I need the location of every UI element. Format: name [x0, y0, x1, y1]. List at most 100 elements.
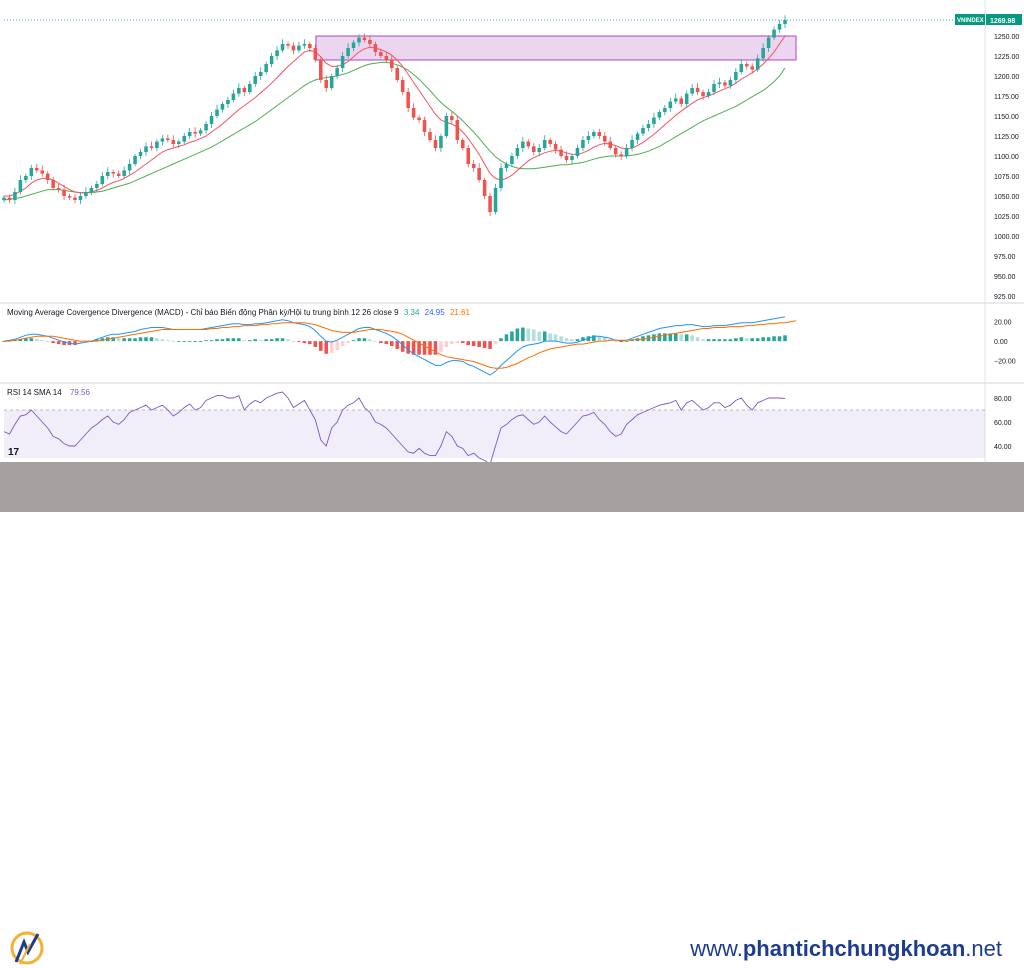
candle-body [193, 132, 197, 134]
macd-histogram-bar [553, 334, 558, 342]
candle-body [444, 116, 449, 136]
candle-body [559, 149, 563, 156]
macd-histogram-bar [215, 339, 219, 342]
candle-body [242, 88, 247, 92]
macd-histogram-bar [171, 341, 176, 342]
candle-body [455, 120, 460, 140]
macd-histogram-bar [690, 335, 694, 342]
macd-histogram-bar [772, 336, 776, 342]
macd-histogram-bar [291, 341, 296, 342]
macd-histogram-bar [24, 338, 28, 342]
candle-body [258, 72, 263, 76]
macd-histogram-bar [417, 341, 421, 355]
price-tick-label: 1075.00 [994, 174, 1019, 181]
macd-histogram-bar [695, 337, 700, 342]
candle-body [275, 50, 279, 56]
candle-body [450, 116, 454, 120]
candle-body [635, 133, 640, 140]
macd-histogram-bar [133, 338, 137, 342]
macd-histogram-bar [29, 338, 34, 342]
candle-body [51, 180, 55, 188]
macd-tick-label: 20.00 [994, 320, 1012, 327]
macd-histogram-bar [346, 341, 350, 344]
candle-body [269, 56, 274, 64]
rsi-title: RSI 14 SMA 14 [7, 388, 62, 397]
macd-histogram-bar [286, 339, 290, 342]
macd-histogram-bar [712, 339, 716, 342]
candle-body [668, 101, 673, 108]
macd-title: Moving Average Covergence Divergence (MA… [7, 308, 399, 317]
candle-body [734, 72, 738, 80]
candle-body [772, 29, 776, 38]
macd-histogram-bar [526, 328, 531, 342]
macd-histogram-bar [138, 337, 143, 342]
macd-histogram-bar [450, 341, 454, 345]
ma-slow-line [3, 61, 786, 201]
macd-histogram-bar [706, 339, 711, 342]
candle-body [149, 146, 154, 148]
last-price-tag [986, 14, 1022, 26]
url-suffix: .net [965, 936, 1002, 961]
candle-body [351, 42, 356, 48]
chart-canvas[interactable]: 1275.001250.001225.001200.001175.001150.… [0, 0, 1024, 462]
candle-body [78, 196, 83, 200]
candle-body [575, 148, 580, 156]
candle-body [297, 45, 301, 51]
macd-histogram-bar [362, 338, 367, 342]
candle-body [439, 136, 443, 148]
price-tick-label: 1050.00 [994, 194, 1019, 201]
price-tick-label: 1150.00 [994, 114, 1019, 121]
candle-body [663, 108, 667, 112]
candle-body [728, 80, 733, 86]
candle-body [324, 80, 329, 88]
logo-text-line2: Chứng Khoán [50, 948, 125, 962]
macd-histogram-bar [18, 339, 23, 342]
macd-histogram-bar [275, 338, 279, 342]
candle-body [220, 104, 225, 110]
candle-body [515, 148, 520, 156]
macd-histogram-bar [406, 341, 410, 354]
candle-body [237, 88, 241, 94]
macd-histogram-bar [144, 337, 148, 342]
candle-body [335, 68, 339, 76]
macd-histogram-bar [62, 341, 66, 346]
macd-histogram-bar [127, 338, 132, 342]
price-tick-label: 1175.00 [994, 94, 1019, 101]
website-url[interactable]: www.phantichchungkhoan.net [690, 936, 1002, 962]
candle-body [673, 98, 678, 102]
candle-body [526, 141, 531, 147]
candle-body [198, 130, 203, 134]
macd-histogram-bar [766, 337, 771, 342]
candle-body [280, 44, 285, 51]
rsi-tick-label: 40.00 [994, 444, 1012, 451]
candle-body [73, 197, 77, 200]
macd-legend: Moving Average Covergence Divergence (MA… [7, 308, 470, 317]
tradingview-logo[interactable]: 17 [8, 447, 20, 458]
candle-body [717, 82, 722, 84]
candle-body [29, 168, 34, 176]
symbol-tag [955, 14, 985, 26]
candle-body [362, 37, 367, 40]
candle-body [597, 132, 602, 136]
price-tick-label: 1025.00 [994, 214, 1019, 221]
candle-body [750, 66, 755, 70]
candle-body [34, 168, 39, 171]
macd-histogram-bar [155, 338, 159, 342]
macd-histogram-bar [45, 341, 50, 342]
candle-body [679, 98, 684, 104]
macd-histogram-bar [373, 341, 378, 342]
macd-histogram-bar [193, 341, 197, 342]
macd-histogram-bar [247, 340, 252, 342]
macd-line-value: 24.95 [424, 308, 445, 317]
candle-body [411, 108, 416, 118]
candle-body [379, 52, 383, 56]
candle-body [111, 172, 116, 174]
price-tick-label: 1200.00 [994, 74, 1019, 81]
macd-histogram-bar [166, 340, 170, 342]
chart-area[interactable]: 1275.001250.001225.001200.001175.001150.… [0, 0, 1024, 462]
candle-body [302, 44, 307, 46]
candle-body [433, 140, 438, 148]
macd-tick-label: −20.00 [994, 359, 1016, 366]
macd-histogram-bar [237, 338, 241, 342]
candle-body [422, 120, 427, 132]
